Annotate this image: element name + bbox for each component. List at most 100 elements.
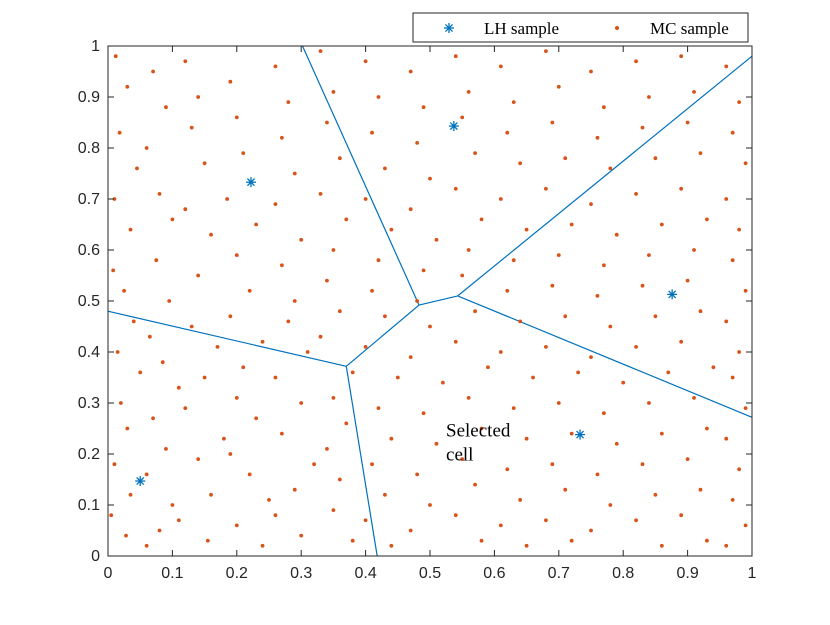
mc-point — [144, 543, 149, 548]
x-tick-label: 0.8 — [612, 565, 634, 582]
mc-point — [743, 288, 748, 293]
voronoi-edge — [418, 295, 458, 306]
mc-point — [453, 339, 458, 344]
legend: LH sample MC sample — [412, 12, 749, 43]
mc-point — [157, 528, 162, 533]
mc-point — [260, 339, 265, 344]
mc-point — [376, 406, 381, 410]
mc-point — [350, 370, 355, 375]
mc-point — [118, 401, 123, 405]
mc-point — [556, 84, 561, 89]
mc-point — [151, 416, 155, 421]
mc-point — [176, 518, 181, 523]
mc-point — [511, 100, 516, 104]
mc-point — [376, 258, 381, 263]
mc-point — [154, 258, 159, 263]
mc-point — [318, 49, 323, 53]
mc-point — [428, 176, 432, 181]
mc-point — [576, 370, 581, 375]
x-tick-label: 0.4 — [354, 565, 376, 582]
mc-point — [453, 186, 458, 191]
mc-point — [428, 503, 432, 507]
mc-point — [209, 232, 213, 237]
mc-point — [550, 283, 555, 288]
mc-point — [113, 54, 118, 59]
mc-point — [428, 324, 432, 329]
mc-point — [473, 309, 477, 314]
mc-point — [498, 523, 503, 528]
mc-point — [479, 426, 484, 431]
mc-point — [595, 135, 600, 140]
mc-point — [183, 207, 188, 212]
mc-point — [109, 513, 114, 518]
mc-point — [608, 324, 613, 329]
mc-point — [724, 319, 729, 324]
mc-point — [254, 222, 259, 227]
mc-point — [653, 156, 658, 161]
x-tick-label: 0.3 — [290, 565, 312, 582]
mc-point — [730, 375, 735, 380]
mc-point — [498, 350, 503, 354]
mc-point — [473, 151, 477, 156]
mc-point — [685, 278, 690, 283]
mc-point — [318, 334, 323, 339]
mc-point — [460, 115, 465, 120]
mc-point — [544, 518, 548, 523]
voronoi-edge — [457, 295, 753, 418]
mc-point — [370, 130, 374, 135]
lh-point — [135, 476, 146, 487]
mc-point — [544, 345, 548, 349]
mc-point — [634, 192, 638, 196]
mc-point — [479, 217, 484, 222]
mc-point — [312, 462, 316, 467]
mc-point — [144, 146, 149, 150]
mc-point — [666, 370, 671, 375]
x-tick-label: 1 — [748, 565, 757, 582]
mc-point — [647, 95, 651, 99]
mc-point — [125, 84, 130, 89]
mc-point — [189, 324, 194, 329]
y-tick-label: 0.4 — [78, 344, 100, 361]
mc-point — [550, 462, 555, 467]
voronoi-edge — [457, 55, 753, 297]
mc-point — [634, 345, 638, 349]
mc-point — [215, 345, 220, 349]
mc-point — [279, 263, 284, 268]
mc-point — [260, 543, 265, 548]
mc-point — [292, 487, 297, 492]
mc-point — [640, 283, 645, 288]
mc-point — [331, 396, 336, 400]
mc-point — [325, 120, 329, 125]
mc-point — [415, 141, 420, 145]
mc-point — [299, 533, 304, 538]
mc-point — [569, 538, 574, 543]
mc-point — [415, 299, 420, 303]
lh-point — [575, 429, 586, 440]
mc-point — [170, 503, 175, 507]
mc-point — [273, 513, 278, 518]
mc-point — [486, 365, 490, 370]
mc-point — [363, 518, 368, 523]
mc-point — [601, 411, 606, 416]
annotation-text: Selected — [446, 421, 511, 442]
mc-point — [247, 472, 252, 477]
mc-point — [608, 503, 613, 507]
mc-point — [395, 375, 400, 380]
mc-point — [505, 130, 510, 135]
plot-background — [108, 46, 752, 556]
mc-point — [305, 350, 310, 354]
mc-point — [170, 217, 175, 222]
annotation-text: cell — [446, 445, 473, 466]
mc-point — [505, 288, 510, 293]
mc-point — [679, 513, 684, 518]
mc-point — [408, 207, 413, 212]
mc-point — [222, 436, 226, 441]
mc-point — [621, 380, 626, 385]
mc-point — [151, 69, 155, 74]
voronoi-edge — [345, 304, 420, 367]
x-tick-label: 0.5 — [419, 565, 441, 582]
mc-point — [569, 431, 574, 436]
x-tick-label: 0 — [104, 565, 113, 582]
mc-point — [228, 452, 233, 456]
y-tick-label: 0.9 — [78, 89, 100, 106]
